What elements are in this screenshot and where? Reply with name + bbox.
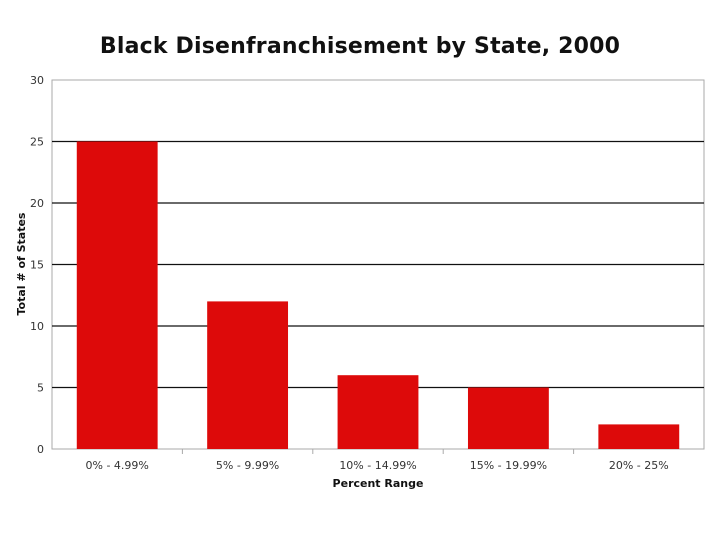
x-tick-label: 5% - 9.99% [216, 459, 279, 472]
y-tick-labels: 0 5 10 15 20 25 30 [30, 74, 44, 456]
y-tick-label: 10 [30, 320, 44, 333]
x-tick-label: 0% - 4.99% [86, 459, 149, 472]
y-tick-label: 20 [30, 197, 44, 210]
y-tick-label: 30 [30, 74, 44, 87]
x-tick-labels: 0% - 4.99% 5% - 9.99% 10% - 14.99% 15% - 19… [86, 449, 669, 472]
bar [337, 375, 419, 449]
y-axis-title: Total # of States [15, 212, 28, 315]
y-tick-label: 15 [30, 259, 44, 272]
bar [207, 301, 289, 449]
bar [76, 141, 158, 449]
x-axis-title: Percent Range [333, 477, 424, 490]
bar [467, 387, 549, 449]
bar [598, 424, 680, 449]
x-tick-label: 20% - 25% [609, 459, 669, 472]
chart-title: Black Disenfranchisement by State, 2000 [99, 34, 621, 59]
x-tick-label: 15% - 19.99% [470, 459, 547, 472]
gridlines [52, 140, 704, 389]
bars [76, 141, 680, 449]
y-tick-label: 0 [37, 443, 44, 456]
y-tick-label: 25 [30, 136, 44, 149]
y-tick-label: 5 [37, 382, 44, 395]
x-tick-label: 10% - 14.99% [339, 459, 416, 472]
